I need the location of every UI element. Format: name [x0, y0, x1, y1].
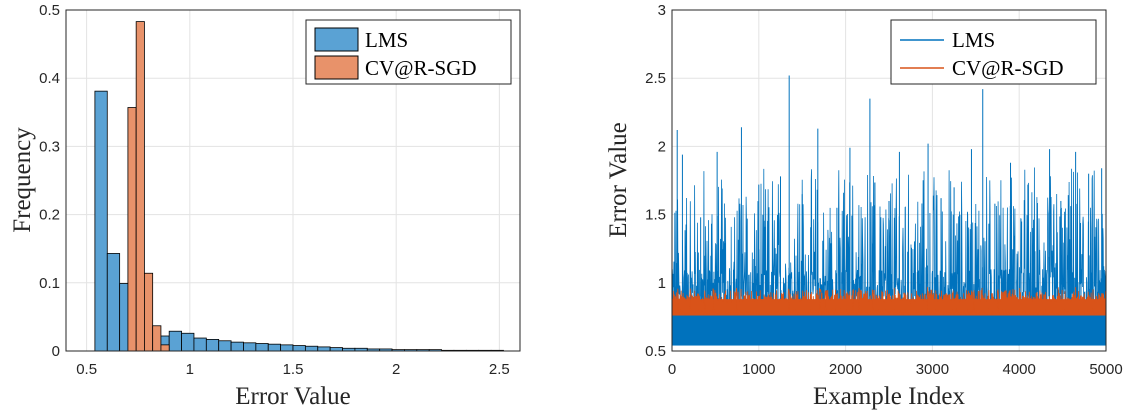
histogram-x-tick-label: 2.5: [489, 361, 510, 378]
histogram-lms-bar: [94, 90, 108, 352]
line-y-axis-label: Error Value: [605, 122, 632, 237]
histogram-x-axis-label: Error Value: [235, 383, 350, 410]
histogram-lms-bar: [280, 344, 294, 352]
histogram-lms-bar: [304, 345, 319, 352]
histogram-lms-bar: [181, 332, 195, 352]
line-x-tick-label: 2000: [829, 361, 862, 378]
line-series-group: [671, 75, 1107, 346]
histogram-y-axis-label: Frequency: [9, 127, 36, 233]
histogram-chart: 0.5 1 1.5 2 2.5 0 0.1 0.2 0.3 0.4 0.5 Error Value…: [9, 2, 521, 410]
line-y-tick-label: 1.5: [645, 207, 666, 224]
histogram-lms-bar: [255, 343, 269, 352]
line-legend-box: [890, 19, 1097, 85]
histogram-cvar-bar: [135, 21, 145, 352]
line-x-tick-label: 0: [668, 361, 676, 378]
histogram-lms-bar: [106, 253, 121, 352]
cvar-error-line: [671, 286, 1107, 316]
histogram-lms-bar: [292, 345, 306, 352]
histogram-legend-label-cvar: CV@R-SGD: [365, 56, 477, 80]
line-y-tick-label: 0.5: [645, 343, 666, 360]
line-x-tick-label: 3000: [916, 361, 949, 378]
histogram-y-tick-labels: 0 0.1 0.2 0.3 0.4 0.5: [39, 2, 60, 360]
line-x-tick-label: 5000: [1089, 361, 1122, 378]
line-y-tick-labels: 0.5 1 1.5 2 2.5 3: [645, 2, 666, 360]
histogram-lms-bar: [267, 343, 282, 352]
line-legend-label-lms: LMS: [952, 28, 995, 52]
line-x-tick-label: 4000: [1003, 361, 1036, 378]
line-y-tick-label: 3: [658, 2, 666, 19]
histogram-y-tick-label: 0.5: [39, 2, 60, 19]
histogram-y-tick-label: 0: [52, 343, 60, 360]
histogram-legend-label-lms: LMS: [365, 28, 408, 52]
line-legend-label-cvar: CV@R-SGD: [952, 56, 1064, 80]
histogram-lms-bar: [317, 346, 331, 352]
histogram-lms-bar: [193, 337, 207, 352]
histogram-x-tick-label: 1.5: [283, 361, 304, 378]
histogram-x-tick-label: 1: [186, 361, 194, 378]
histogram-lms-bar: [168, 330, 182, 352]
histogram-lms-bar: [205, 339, 220, 352]
histogram-y-tick-label: 0.1: [39, 275, 60, 292]
line-x-axis-label: Example Index: [813, 383, 966, 410]
histogram-x-tick-label: 0.5: [76, 361, 97, 378]
histogram-lms-bar: [230, 341, 244, 352]
histogram-y-tick-label: 0.2: [39, 207, 60, 224]
histogram-cvar-bar: [144, 272, 154, 352]
histogram-cvar-bar: [127, 107, 137, 352]
histogram-y-tick-label: 0.4: [39, 70, 60, 87]
line-y-tick-label: 2: [658, 138, 666, 155]
histogram-legend: LMS CV@R-SGD: [305, 19, 512, 85]
histogram-legend-swatch-cvar: [314, 55, 359, 80]
histogram-lms-bar: [218, 340, 232, 352]
histogram-lms-bar: [329, 347, 343, 352]
histogram-legend-swatch-lms: [314, 27, 359, 52]
line-x-tick-label: 1000: [742, 361, 775, 378]
line-legend: LMS CV@R-SGD: [890, 19, 1097, 85]
line-axes-box: [671, 9, 1107, 352]
histogram-cvar-bar: [160, 344, 170, 352]
histogram-x-tick-label: 2: [392, 361, 400, 378]
histogram-lms-bar: [243, 342, 257, 352]
histogram-cvar-bar: [152, 325, 162, 352]
histogram-y-tick-label: 0.3: [39, 138, 60, 155]
line-y-tick-label: 2.5: [645, 70, 666, 87]
histogram-x-tick-labels: 0.5 1 1.5 2 2.5: [76, 361, 510, 378]
line-y-tick-label: 1: [658, 275, 666, 292]
histogram-axes-box: [65, 9, 521, 352]
error-line-chart: 0 1000 2000 3000 4000 5000 0.5 1 1.5 2 2.5 3 Examp…: [605, 2, 1123, 410]
line-x-tick-labels: 0 1000 2000 3000 4000 5000: [668, 361, 1123, 378]
